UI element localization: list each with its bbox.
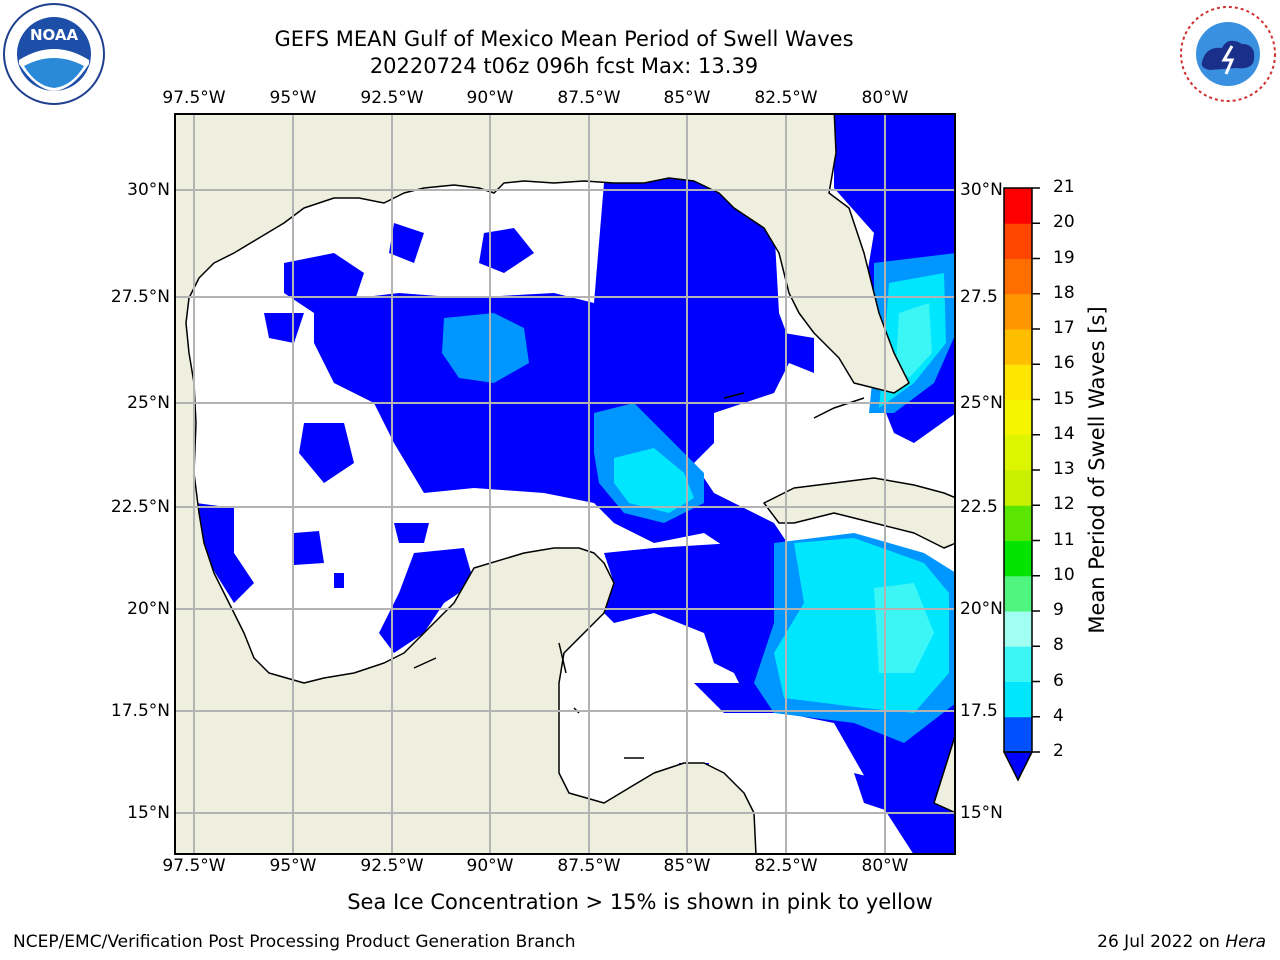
map-frame	[174, 113, 956, 855]
lon-label-bottom: 92.5°W	[360, 856, 424, 876]
colorbar-label: Mean Period of Swell Waves [s]	[1085, 306, 1109, 634]
colorbar-tick-label: 15	[1053, 388, 1075, 409]
lat-label-left: 30°N	[127, 180, 170, 200]
colorbar-band	[1004, 329, 1032, 365]
lon-label-bottom: 82.5°W	[754, 856, 818, 876]
lon-label-bottom: 87.5°W	[557, 856, 621, 876]
colorbar-band	[1004, 188, 1032, 224]
land-masses	[175, 114, 955, 854]
colorbar-band	[1004, 364, 1032, 400]
lat-label-right: 17.5	[960, 701, 998, 721]
colorbar-band	[1004, 470, 1032, 506]
credit-branch: NCEP/EMC/Verification Post Processing Pr…	[13, 932, 576, 952]
colorbar-tick-label: 8	[1053, 635, 1064, 656]
credit-date-host: 26 Jul 2022 on Hera	[1097, 932, 1266, 952]
lat-label-left: 15°N	[127, 803, 170, 823]
gulf-of-mexico-map	[174, 113, 956, 855]
colorbar-band	[1004, 611, 1032, 647]
lon-label-top: 92.5°W	[360, 88, 424, 108]
lon-label-bottom: 85°W	[663, 856, 711, 876]
colorbar-band	[1004, 540, 1032, 577]
nws-logo	[1180, 6, 1276, 102]
lon-label-top: 82.5°W	[754, 88, 818, 108]
colorbar-band	[1004, 716, 1032, 753]
lat-label-right: 30°N	[960, 180, 1003, 200]
colorbar-band	[1004, 575, 1032, 612]
colorbar-tick-label: 21	[1053, 177, 1075, 197]
colorbar-tick-label: 2	[1053, 741, 1064, 761]
colorbar-tick-label: 19	[1053, 247, 1075, 268]
colorbar-under-arrow	[1002, 751, 1034, 782]
noaa-logo: NOAA	[3, 3, 105, 105]
chart-title: GEFS MEAN Gulf of Mexico Mean Period of …	[274, 27, 854, 51]
colorbar-tick-label: 4	[1053, 705, 1064, 726]
colorbar-band	[1004, 258, 1032, 295]
colorbar-tick-label: 11	[1053, 529, 1075, 550]
colorbar-tick-label: 6	[1053, 670, 1064, 691]
lat-label-left: 20°N	[127, 599, 170, 619]
lon-label-top: 95°W	[269, 88, 317, 108]
credit-date: 26 Jul 2022 on	[1097, 932, 1226, 952]
islands	[413, 392, 865, 759]
lat-label-left: 22.5°N	[110, 497, 170, 517]
lon-label-top: 87.5°W	[557, 88, 621, 108]
lon-label-top: 90°W	[466, 88, 514, 108]
lon-label-bottom: 97.5°W	[162, 856, 226, 876]
colorbar-tick-label: 13	[1053, 459, 1075, 479]
lat-label-left: 25°N	[127, 393, 170, 413]
lon-label-bottom: 90°W	[466, 856, 514, 876]
map-gridlines	[175, 114, 955, 854]
colorbar-tick-label: 14	[1053, 423, 1075, 444]
colorbar-band	[1004, 399, 1032, 436]
colorbar-band	[1004, 505, 1032, 541]
lon-label-top: 97.5°W	[162, 88, 226, 108]
colorbar-tick-label: 16	[1053, 353, 1075, 374]
credit-host: Hera	[1225, 932, 1266, 952]
lon-label-bottom: 95°W	[269, 856, 317, 876]
lat-label-left: 17.5°N	[110, 701, 170, 721]
lat-label-right: 22.5	[960, 497, 998, 517]
colorbar-band	[1004, 223, 1032, 259]
colorbar-band	[1004, 646, 1032, 682]
lat-label-left: 27.5°N	[110, 287, 170, 307]
lat-label-right: 15°N	[960, 803, 1003, 823]
colorbar	[1002, 187, 1040, 782]
lon-label-top: 85°W	[663, 88, 711, 108]
colorbar-tick-label: 18	[1053, 282, 1075, 303]
forecast-subtitle: 20220724 t06z 096h fcst Max: 13.39	[369, 54, 759, 78]
colorbar-band	[1004, 293, 1032, 330]
lat-label-right: 25°N	[960, 393, 1003, 413]
colorbar-tick-label: 12	[1053, 494, 1075, 515]
colorbar-band	[1004, 434, 1032, 471]
colorbar-tick-label: 9	[1053, 600, 1064, 620]
colorbar-tick-label: 17	[1053, 318, 1075, 338]
sea-ice-note: Sea Ice Concentration > 15% is shown in …	[347, 890, 933, 914]
lon-label-top: 80°W	[861, 88, 909, 108]
lon-label-bottom: 80°W	[861, 856, 909, 876]
colorbar-tick-label: 10	[1053, 564, 1075, 585]
lat-label-right: 20°N	[960, 599, 1003, 619]
colorbar-tick-label: 20	[1053, 212, 1075, 233]
lat-label-right: 27.5	[960, 287, 998, 307]
swell-period-field	[175, 114, 955, 854]
colorbar-band	[1004, 681, 1032, 718]
noaa-logo-text: NOAA	[30, 26, 79, 44]
